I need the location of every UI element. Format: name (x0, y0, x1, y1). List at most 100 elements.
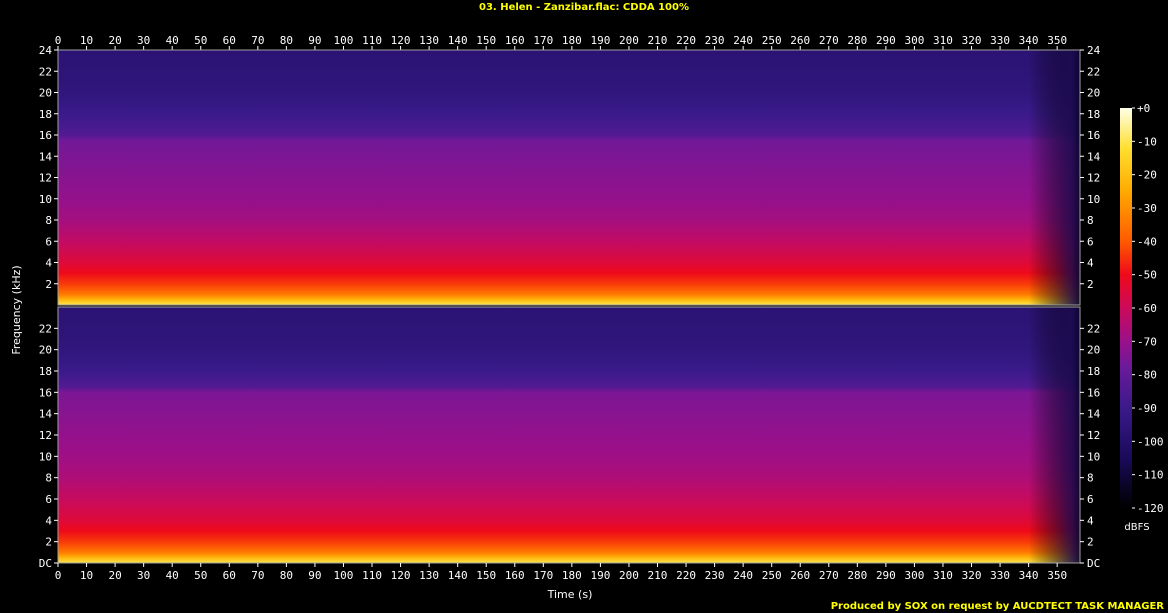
x-tick-label: 110 (362, 34, 382, 47)
y-tick-label: 22 (39, 322, 52, 335)
colorbar-tick-label: -60 (1137, 302, 1157, 315)
x-tick-label: 50 (194, 569, 207, 582)
colorbar-tick-label: -20 (1137, 169, 1157, 182)
fade-out-region (58, 50, 1080, 305)
x-tick-label: 240 (733, 569, 753, 582)
y-tick-label: 22 (39, 65, 52, 78)
x-tick-label: 80 (280, 569, 293, 582)
x-tick-label: 50 (194, 34, 207, 47)
x-tick-label: 60 (223, 569, 236, 582)
x-tick-label: 320 (962, 34, 982, 47)
y-axis-label: Frequency (kHz) (10, 265, 23, 354)
y-tick-label: 18 (39, 365, 52, 378)
y-tick-label: 22 (1087, 65, 1100, 78)
x-tick-label: 100 (334, 569, 354, 582)
y-tick-label: 16 (39, 129, 52, 142)
colorbar-tick-label: -90 (1137, 402, 1157, 415)
y-tick-label: 4 (45, 257, 52, 270)
colorbar-tick-label: +0 (1137, 102, 1150, 115)
y-tick-label: DC (39, 557, 52, 570)
y-tick-label: 20 (39, 344, 52, 357)
y-tick-label: 2 (45, 536, 52, 549)
y-tick-label: 10 (1087, 193, 1100, 206)
y-tick-label: 12 (1087, 172, 1100, 185)
colorbar-label: dBFS (1124, 522, 1149, 533)
y-tick-label: 24 (39, 44, 53, 57)
y-tick-label: 20 (39, 87, 52, 100)
x-tick-label: 250 (762, 569, 782, 582)
x-tick-label: 200 (619, 34, 639, 47)
x-tick-label: 220 (676, 569, 696, 582)
y-tick-label: 16 (1087, 386, 1100, 399)
y-tick-label: 20 (1087, 87, 1100, 100)
x-tick-label: 270 (819, 34, 839, 47)
x-tick-label: 30 (137, 569, 150, 582)
x-tick-label: 230 (705, 569, 725, 582)
y-tick-label: 4 (1087, 514, 1094, 527)
x-tick-label: 90 (308, 569, 321, 582)
colorbar-tick-label: -40 (1137, 235, 1157, 248)
y-tick-label: 16 (1087, 129, 1100, 142)
y-tick-label: 10 (1087, 450, 1100, 463)
y-tick-label: 10 (39, 193, 52, 206)
colorbar-tick-label: -10 (1137, 135, 1157, 148)
x-tick-label: 10 (80, 34, 93, 47)
y-tick-label: 8 (45, 472, 52, 485)
x-tick-label: 30 (137, 34, 150, 47)
x-tick-label: 20 (108, 569, 121, 582)
y-tick-label: 8 (1087, 214, 1094, 227)
colorbar-tick-label: -110 (1137, 469, 1164, 482)
colorbar-tick-label: -80 (1137, 369, 1157, 382)
x-tick-label: 180 (562, 34, 582, 47)
x-tick-label: 310 (933, 34, 953, 47)
chart-title: 03. Helen - Zanzibar.flac: CDDA 100% (479, 2, 689, 13)
x-tick-label: 340 (1019, 569, 1039, 582)
y-tick-label: 6 (1087, 493, 1094, 506)
x-tick-label: 160 (505, 569, 525, 582)
y-tick-label: 18 (39, 108, 52, 121)
x-tick-label: 140 (448, 569, 468, 582)
x-tick-label: 330 (990, 569, 1010, 582)
x-axis-bottom: 0 10 20 30 40 50 60 70 80 90 100 110 120 130 140 150 160… (55, 563, 1067, 582)
x-tick-label: 320 (962, 569, 982, 582)
y-tick-label: 14 (1087, 408, 1101, 421)
x-tick-label: 130 (419, 569, 439, 582)
colorbar-tick-label: -30 (1137, 202, 1157, 215)
y-tick-label: 4 (1087, 257, 1094, 270)
x-tick-label: 200 (619, 569, 639, 582)
x-tick-label: 210 (648, 569, 668, 582)
x-tick-label: 290 (876, 569, 896, 582)
x-tick-label: 150 (476, 569, 496, 582)
y-tick-label: 14 (39, 408, 53, 421)
fade-out-region (58, 307, 1080, 563)
x-tick-label: 0 (55, 569, 62, 582)
x-tick-label: 80 (280, 34, 293, 47)
colorbar-tick-label: -120 (1137, 502, 1164, 515)
x-tick-label: 180 (562, 569, 582, 582)
x-tick-label: 350 (1047, 569, 1067, 582)
y-tick-label: 12 (39, 172, 52, 185)
y-tick-label: 4 (45, 514, 52, 527)
y-tick-label: 2 (1087, 278, 1094, 291)
x-tick-label: 150 (476, 34, 496, 47)
y-tick-label: 20 (1087, 344, 1100, 357)
x-tick-label: 340 (1019, 34, 1039, 47)
x-tick-label: 350 (1047, 34, 1067, 47)
y-tick-label: 12 (39, 429, 52, 442)
x-tick-label: 220 (676, 34, 696, 47)
y-tick-label: 2 (1087, 536, 1094, 549)
x-tick-label: 110 (362, 569, 382, 582)
colorbar-tick-label: -100 (1137, 435, 1164, 448)
colorbar-gradient (1120, 108, 1132, 508)
x-tick-label: 190 (590, 569, 610, 582)
x-tick-label: 260 (790, 569, 810, 582)
x-tick-label: 0 (55, 34, 62, 47)
x-tick-label: 100 (334, 34, 354, 47)
x-tick-label: 120 (391, 569, 411, 582)
y-tick-label: 18 (1087, 365, 1100, 378)
x-tick-label: 290 (876, 34, 896, 47)
x-axis-label: Time (s) (547, 588, 593, 601)
x-tick-label: 20 (108, 34, 121, 47)
